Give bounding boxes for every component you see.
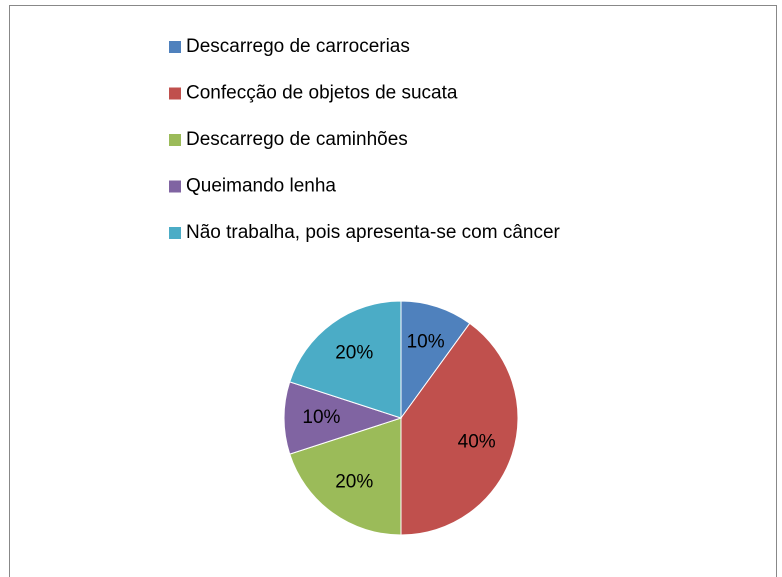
pie-slice: [289, 300, 402, 419]
legend-swatch: [169, 134, 181, 146]
legend-swatch: [169, 180, 181, 193]
pie-slice: [400, 322, 519, 536]
legend-label: Descarrego de caminhões: [186, 129, 408, 150]
data-label: 20%: [335, 343, 373, 364]
data-label: 40%: [458, 432, 496, 453]
legend-label: Não trabalha, pois apresenta-se com cânc…: [186, 222, 561, 243]
legend-label: Descarrego de carrocerias: [186, 36, 410, 57]
legend-label: Queimando lenha: [186, 176, 336, 197]
data-label: 10%: [407, 331, 445, 352]
pie-slice: [400, 300, 471, 420]
legend-label: Confecção de objetos de sucata: [186, 83, 458, 104]
legend-swatch: [169, 87, 181, 100]
legend-swatch: [169, 41, 181, 53]
pie-slice: [289, 417, 402, 536]
legend-swatch: [169, 227, 181, 239]
data-label: 20%: [335, 471, 373, 492]
pie-slice: [283, 381, 403, 455]
data-label: 10%: [302, 407, 340, 428]
